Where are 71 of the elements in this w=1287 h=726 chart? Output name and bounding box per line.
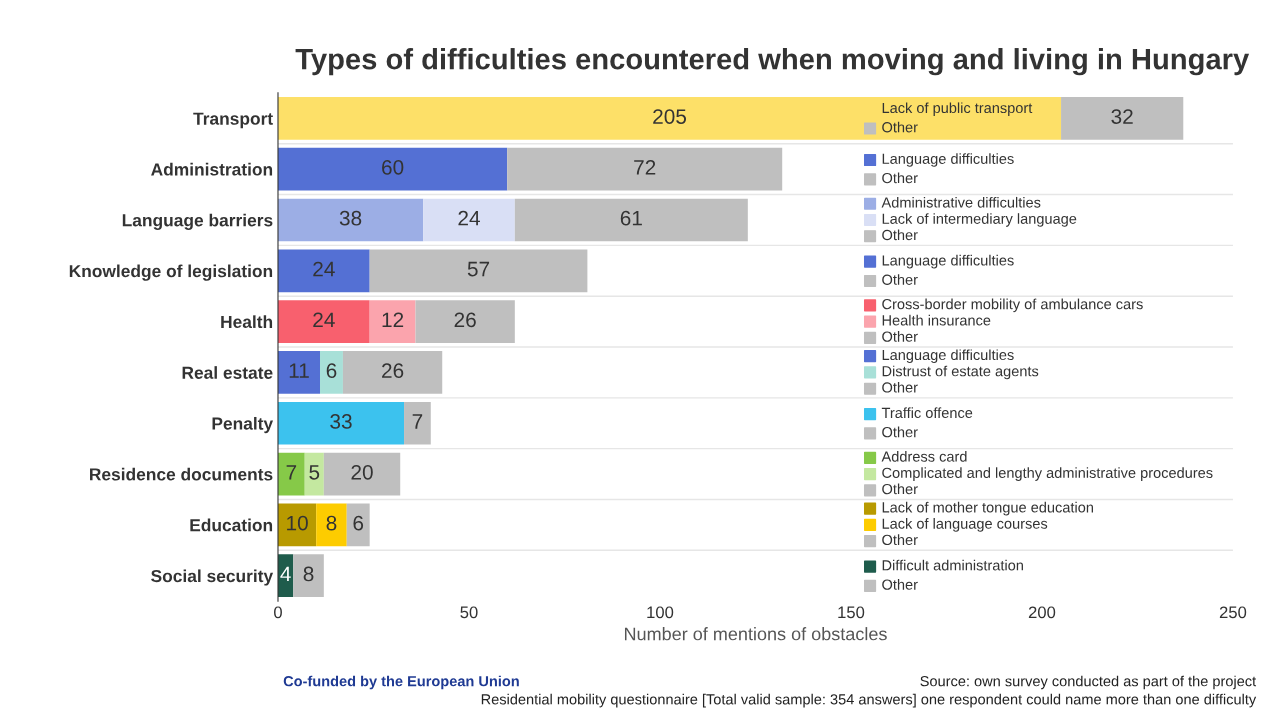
data-label: 57 xyxy=(467,261,490,277)
data-label: 72 xyxy=(634,160,656,175)
legend-label: Lack of intermediary language xyxy=(882,213,1077,227)
y-tick-label: Transport xyxy=(193,112,273,129)
legend-label: Other xyxy=(882,331,918,342)
data-label: 8 xyxy=(326,515,337,531)
y-tick-label: Health xyxy=(221,315,273,329)
data-label: 205 xyxy=(653,109,687,124)
data-label: 6 xyxy=(326,363,337,379)
legend-label: Address card xyxy=(881,451,967,462)
text: Co-funded by the European Union xyxy=(283,675,519,690)
x-tick-label: 100 xyxy=(647,606,674,619)
y-tick-label: Penalty xyxy=(212,416,274,434)
x-tick-label: 0 xyxy=(274,606,282,619)
legend-label: Difficult administration xyxy=(882,559,1023,571)
y-tick-label: Knowledge of legislation xyxy=(69,264,273,281)
legend-label: Other xyxy=(882,229,918,241)
x-tick-label: 50 xyxy=(460,606,478,619)
data-label: 38 xyxy=(339,210,362,226)
legend-label: Other xyxy=(882,579,918,590)
legend-label: Lack of language courses xyxy=(882,518,1048,532)
legend-label: Language difficulties xyxy=(882,349,1014,363)
data-label: 7 xyxy=(412,414,423,429)
data-label: 24 xyxy=(313,261,335,277)
chart-title: Types of difficulties encountered when moving and living in Hungary xyxy=(295,48,1250,76)
legend-label: Other xyxy=(882,172,918,184)
legend-label: Administrative difficulties xyxy=(881,196,1041,208)
legend-label: Language difficulties xyxy=(882,254,1014,269)
data-label: 26 xyxy=(454,312,476,328)
data-label: 7 xyxy=(286,465,297,480)
y-tick-label: Education xyxy=(190,518,273,532)
data-label: 6 xyxy=(353,515,364,531)
legend-label: Language difficulties xyxy=(882,153,1014,167)
x-axis-title: Number of mentions of obstacles xyxy=(624,627,887,641)
data-label: 60 xyxy=(382,160,404,175)
series-label: Lack of public transport xyxy=(882,102,1033,116)
legend-label: Other xyxy=(882,381,918,393)
legend-label: Complicated and lengthy administrative procedures xyxy=(882,467,1213,481)
legend-label: Distrust of estate agents xyxy=(882,365,1039,380)
y-tick-label: Real estate xyxy=(182,366,273,379)
text: Residential mobility questionnaire [Total valid sample: 354 answers] one respondent could name more than one difficulty xyxy=(481,693,1257,708)
legend-label: Other xyxy=(882,121,918,133)
legend-label: Other xyxy=(882,426,918,438)
data-label: 4 xyxy=(280,566,291,582)
y-tick-label: Administration xyxy=(151,162,273,176)
legend-label: Traffic offence xyxy=(881,407,973,419)
data-label: 26 xyxy=(382,363,404,379)
data-label: 11 xyxy=(289,363,309,378)
source-note: Source: own survey conducted as part of the project xyxy=(920,675,1257,690)
legend-label: Other xyxy=(882,483,918,495)
legend-label: Health insurance xyxy=(882,314,991,326)
data-label: 33 xyxy=(330,414,352,429)
data-label: 8 xyxy=(303,566,314,582)
data-label: 61 xyxy=(620,210,642,226)
data-label: 20 xyxy=(351,464,373,480)
data-label: 5 xyxy=(309,465,320,480)
data-label: 32 xyxy=(1111,109,1133,124)
y-tick-label: Social security xyxy=(151,569,274,586)
legend-label: Other xyxy=(882,274,918,285)
data-label: 12 xyxy=(382,312,404,328)
x-tick-label: 200 xyxy=(1028,606,1056,619)
x-tick-label: 150 xyxy=(838,606,865,619)
data-label: 10 xyxy=(287,515,308,531)
data-label: 24 xyxy=(313,312,335,328)
x-tick-label: 250 xyxy=(1219,606,1247,619)
y-tick-label: Language barriers xyxy=(122,213,273,230)
legend-label: Lack of mother tongue education xyxy=(882,501,1093,516)
y-tick-label: Residence documents xyxy=(90,467,273,481)
legend-label: Other xyxy=(882,534,918,546)
legend-label: Cross-border mobility of ambulance cars xyxy=(882,298,1143,313)
data-label: 24 xyxy=(458,210,480,226)
